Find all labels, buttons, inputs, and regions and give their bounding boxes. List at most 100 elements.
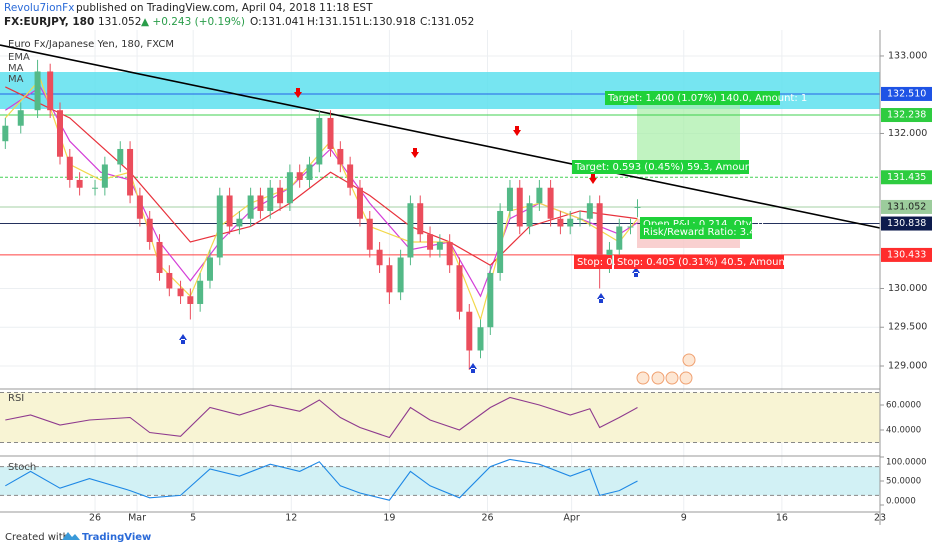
candle-body	[316, 117, 323, 165]
candle-body	[557, 218, 564, 227]
candle-body	[567, 218, 574, 227]
sell-arrow	[513, 126, 521, 136]
axes: 26 Mar 5 12 19 26 Apr 9 16 23 133.000 132.000 130.00…	[89, 50, 932, 524]
price-label: 131.435	[887, 172, 926, 183]
candle-body	[327, 117, 334, 149]
candle-body	[306, 164, 313, 180]
trend-line	[0, 44, 881, 229]
candle-body	[187, 296, 194, 304]
candle-body	[177, 288, 184, 297]
candle-body	[516, 187, 523, 227]
candle-body	[366, 218, 373, 250]
candle-body	[136, 195, 143, 219]
event-icons	[636, 353, 696, 385]
candle-body	[376, 249, 383, 266]
published: published on TradingView.com, April 04, …	[76, 2, 373, 14]
x-tick-label: Apr	[563, 513, 580, 524]
logo	[62, 532, 80, 540]
candle-body	[56, 110, 63, 157]
candle-body	[577, 218, 584, 220]
price-label-bg	[881, 199, 932, 214]
candle-body	[197, 280, 204, 304]
x-tick-label: 5	[190, 513, 196, 524]
footer-brand[interactable]: TradingView	[82, 532, 151, 543]
x-tick-label: 26	[481, 513, 493, 524]
y-tick-label: 50.0000	[886, 477, 921, 487]
candle-body	[547, 187, 554, 219]
candle-body	[337, 148, 344, 165]
candle-body	[127, 148, 134, 196]
buy-arrow	[597, 293, 605, 303]
indicator-line	[5, 458, 638, 501]
event-icon	[682, 353, 696, 367]
candle-body	[247, 195, 254, 219]
price-pane	[2, 59, 641, 370]
candle-body	[436, 241, 443, 250]
price-label: 130.433	[887, 249, 926, 260]
legend-entry: EMA	[8, 52, 30, 63]
candle-body	[34, 71, 41, 111]
price-label-bg	[881, 170, 932, 185]
band	[0, 392, 880, 443]
candle-body	[386, 265, 393, 293]
x-tick-label: 19	[383, 513, 395, 524]
annotation: Risk/Reward Ratio: 3.46	[643, 227, 762, 238]
candle-body	[627, 226, 634, 228]
annotation-box	[640, 225, 752, 239]
candle-body	[506, 187, 513, 211]
x-tick-label: 26	[89, 513, 101, 524]
y-tick-label: 0.0000	[886, 497, 916, 507]
candle-body	[634, 206, 641, 208]
candle-body	[2, 125, 9, 142]
y-tick-label: 133.000	[888, 50, 927, 61]
candle-body	[17, 110, 24, 126]
x-tick-label: 16	[776, 513, 788, 524]
candle-body	[536, 187, 543, 204]
candle-body	[166, 272, 173, 289]
price-label-bg	[881, 216, 932, 231]
event-icon	[651, 371, 665, 385]
ohlc-open: O:131.041	[250, 16, 305, 28]
candle-body	[206, 257, 213, 281]
price-label-bg	[881, 86, 932, 101]
candle-body	[286, 172, 293, 204]
candle-body	[101, 164, 108, 188]
footer-text: Created with	[5, 532, 69, 543]
symbol: FX:EURJPY, 180	[4, 16, 94, 28]
candle-body	[596, 203, 603, 266]
candle-body	[226, 195, 233, 227]
annotation-box	[574, 255, 612, 269]
band	[0, 466, 880, 496]
price-label: 132.510	[887, 88, 926, 99]
y-tick-label: 100.0000	[886, 458, 927, 468]
candle-body	[216, 195, 223, 258]
sell-arrow	[589, 174, 597, 184]
annotation-box	[614, 255, 784, 269]
candle-body	[526, 203, 533, 227]
candle-body	[236, 218, 243, 227]
candle-body	[427, 234, 434, 250]
candle-body	[497, 210, 504, 273]
author[interactable]: Revolu7ionFx	[4, 2, 74, 14]
buy-arrow	[179, 334, 187, 344]
annotation: Open P&L: 0.214, Qty: 0	[643, 219, 764, 230]
candle-body	[66, 156, 73, 180]
price-label-bg	[881, 247, 932, 262]
candle-body	[487, 272, 494, 328]
annotations: Target: 1.400 (1.07%) 140.0, Amount: 1 Ta…	[572, 91, 807, 269]
candle-body	[257, 195, 264, 211]
candle-body	[347, 164, 354, 188]
candle-body	[477, 327, 484, 351]
rsi-title: RSI	[8, 393, 24, 404]
price-label: 130.838	[887, 218, 926, 229]
stoch-pane	[0, 458, 880, 501]
x-tick-label: Mar	[128, 513, 146, 524]
stoch-title: Stoch	[8, 462, 36, 473]
ohlc-low: L:130.918	[363, 16, 416, 28]
y-tick-label: 60.0000	[886, 401, 921, 411]
buy-arrow	[632, 267, 640, 277]
price-label: 132.238	[887, 110, 926, 121]
event-icon	[665, 371, 679, 385]
